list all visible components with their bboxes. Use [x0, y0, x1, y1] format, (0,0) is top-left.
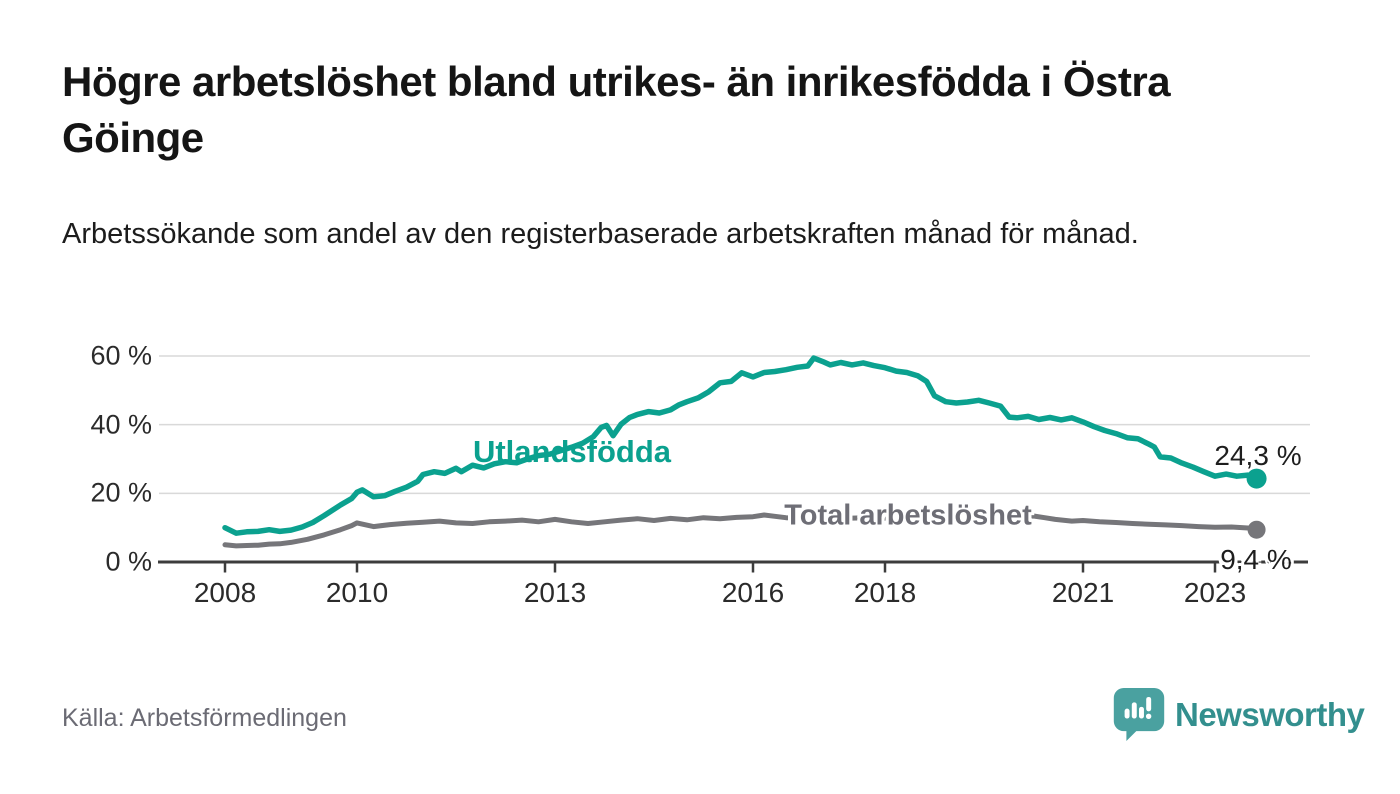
series-line-total-arbetsl-shet: [222, 512, 1260, 549]
newsworthy-logo: Newsworthy: [1112, 686, 1365, 743]
bar-chart-glyph: [1124, 696, 1152, 719]
series-value-label-total-arbetsl-shet: 9,4 %: [1220, 544, 1292, 575]
speech-bubble-bar-chart-icon: [1113, 687, 1165, 742]
series-line-utlandsf-dda: [222, 355, 1260, 536]
series-end-dot-utlandsf-dda: [1246, 468, 1267, 489]
x-axis-label-2013: 2013: [523, 577, 587, 608]
x-axis-label-2021: 2021: [1051, 577, 1115, 608]
chart-subtitle: Arbetssökande som andel av den registerb…: [62, 218, 1139, 250]
series-value-label-utlandsf-dda: 24,3 %: [1214, 440, 1302, 471]
y-axis-label-60: 60 %: [90, 340, 152, 371]
y-axis-label-20: 20 %: [90, 477, 152, 508]
y-axis-label-40: 40 %: [90, 409, 152, 440]
y-axis-label-0: 0 %: [105, 546, 152, 577]
x-axis-label-2023: 2023: [1183, 577, 1247, 608]
x-axis-label-2008: 2008: [193, 577, 257, 608]
x-axis-label-2016: 2016: [721, 577, 785, 608]
source-caption: Källa: Arbetsförmedlingen: [62, 704, 347, 732]
series-end-dot-total-arbetsl-shet: [1247, 520, 1266, 539]
x-axis-label-2010: 2010: [325, 577, 389, 608]
newsworthy-brand-text: Newsworthy: [1175, 695, 1365, 733]
chart-title: Högre arbetslöshet bland utrikes- än inr…: [62, 58, 1171, 161]
x-axis-label-2018: 2018: [853, 577, 917, 608]
series-label-total-arbetsl-shet: Total arbetslöshet: [784, 499, 1032, 532]
series-label-utlandsf-dda: Utlandsfödda: [472, 434, 672, 469]
